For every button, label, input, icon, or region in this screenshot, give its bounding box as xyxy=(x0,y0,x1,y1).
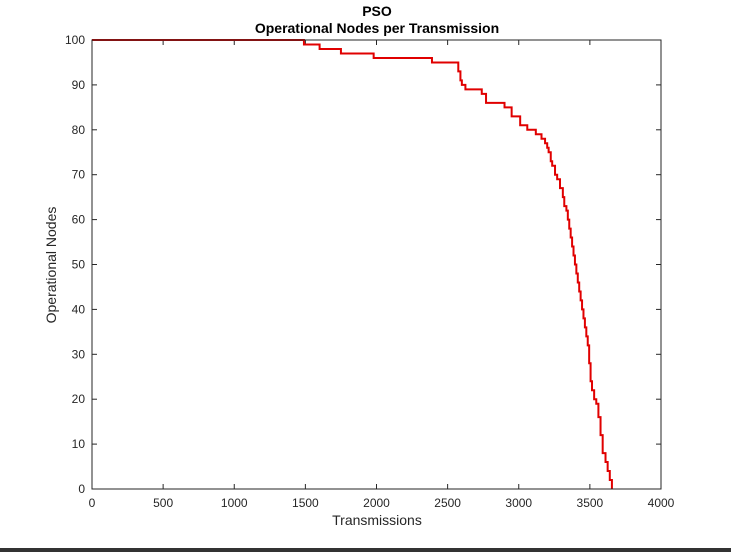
plot-area xyxy=(92,40,661,489)
x-tick-label: 4000 xyxy=(648,496,675,510)
y-tick-label: 30 xyxy=(72,347,86,361)
y-tick-label: 60 xyxy=(72,213,86,227)
x-axis-label: Transmissions xyxy=(332,512,422,528)
y-tick-label: 40 xyxy=(72,302,86,316)
x-tick-label: 3000 xyxy=(505,496,532,510)
x-tick-label: 2000 xyxy=(363,496,390,510)
y-tick-label: 50 xyxy=(72,258,86,272)
chart-subtitle: Operational Nodes per Transmission xyxy=(255,20,499,36)
series-layer xyxy=(92,39,613,489)
y-tick-label: 0 xyxy=(78,482,85,496)
series-line xyxy=(92,39,613,489)
y-tick-label: 20 xyxy=(72,392,86,406)
x-tick-label: 1000 xyxy=(221,496,248,510)
x-tick-label: 500 xyxy=(153,496,173,510)
x-tick-label: 1500 xyxy=(292,496,319,510)
plot-frame xyxy=(91,39,662,490)
y-tick-label: 90 xyxy=(72,78,86,92)
y-tick-label: 70 xyxy=(72,168,86,182)
x-tick-label: 3500 xyxy=(577,496,604,510)
y-tick-label: 100 xyxy=(65,33,85,47)
x-tick-label: 0 xyxy=(89,496,96,510)
y-tick-label: 80 xyxy=(72,123,86,137)
y-axis-label: Operational Nodes xyxy=(43,207,59,324)
x-tick-label: 2500 xyxy=(434,496,461,510)
y-tick-label: 10 xyxy=(72,437,86,451)
window-bottom-border xyxy=(0,548,731,552)
ticks-layer: 0 500 1000 1500 2000 2500 3000 3500 4000 0 10 20 30 4… xyxy=(65,33,675,510)
chart-title: PSO xyxy=(362,3,392,19)
